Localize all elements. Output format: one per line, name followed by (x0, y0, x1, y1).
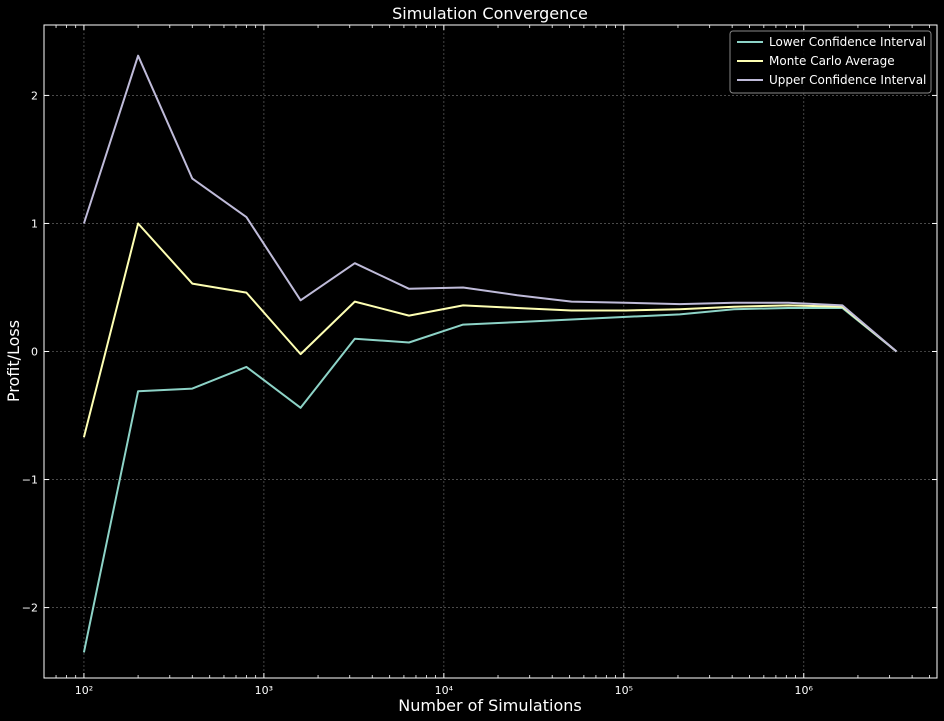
x-tick-label: 10³ (255, 684, 273, 697)
chart-title: Simulation Convergence (392, 4, 588, 23)
y-tick-label: −1 (22, 474, 38, 487)
x-tick-label: 10² (75, 684, 93, 697)
series-line-1 (82, 222, 898, 438)
grid (44, 25, 937, 678)
x-axis-label: Number of Simulations (398, 696, 581, 715)
legend-label: Monte Carlo Average (769, 54, 895, 68)
x-tick-label: 10⁴ (435, 684, 454, 697)
legend: Lower Confidence Interval Monte Carlo Ave… (729, 30, 932, 94)
ticks: 10² 10³ 10⁴ 10⁵ 10⁶ −2 −1 0 1 2 (22, 25, 937, 697)
y-tick-label: −2 (22, 602, 38, 615)
legend-box (729, 30, 932, 94)
x-tick-label: 10⁵ (615, 684, 633, 697)
y-tick-label: 0 (31, 346, 38, 359)
x-tick-label: 10⁶ (795, 684, 814, 697)
series-line-0 (82, 307, 898, 653)
series-layer (82, 54, 898, 653)
y-tick-label: 2 (31, 89, 38, 102)
legend-label: Upper Confidence Interval (769, 73, 926, 87)
legend-label: Lower Confidence Interval (769, 35, 926, 49)
y-tick-label: 1 (31, 217, 38, 230)
series-line-2 (82, 54, 898, 353)
y-axis-label: Profit/Loss (4, 320, 23, 402)
